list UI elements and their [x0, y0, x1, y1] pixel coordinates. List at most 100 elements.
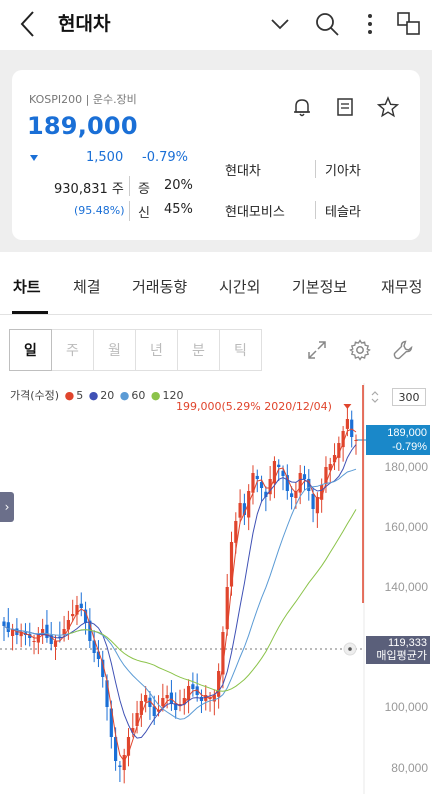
tab-chart[interactable]: 차트 — [13, 278, 41, 296]
candle — [75, 605, 79, 615]
credit-rate: 45% — [164, 202, 193, 217]
credit-label: 신 — [138, 206, 150, 221]
candle — [83, 609, 88, 623]
period-minute[interactable]: 분 — [177, 329, 220, 371]
candle — [354, 440, 358, 441]
candle — [92, 640, 96, 653]
candle — [320, 485, 324, 500]
candle — [229, 542, 234, 587]
related-stock-link[interactable]: 기아차 — [325, 164, 361, 179]
scroll-arrows-icon[interactable] — [370, 389, 380, 405]
candle — [41, 629, 45, 635]
tab-after-hours[interactable]: 시간외 — [219, 278, 261, 296]
more-vertical-icon[interactable] — [356, 10, 384, 38]
section-tabs: 차트 체결 거래동향 시간외 기본정보 재무정 — [0, 265, 432, 315]
average-price-label: 매입평균가 — [376, 650, 427, 662]
candle — [315, 497, 319, 514]
candle — [174, 703, 178, 710]
related-stock-link[interactable]: 테슬라 — [325, 205, 361, 220]
ma20-line — [3, 444, 357, 739]
candle — [45, 624, 49, 638]
divider — [129, 201, 130, 221]
period-week[interactable]: 주 — [51, 329, 94, 371]
candle — [251, 473, 255, 493]
candle — [234, 521, 238, 543]
candle — [242, 503, 246, 515]
legend-ma20: 20 — [100, 389, 115, 402]
current-price-tag: 189,000 -0.79% — [366, 425, 430, 455]
price-change: 1,500 — [86, 150, 124, 165]
legend-dot-ma20: ● — [88, 389, 99, 402]
stock-summary-card: KOSPI200 | 운수.장비 189,000 1,500 -0.79% 93… — [12, 70, 420, 240]
candle — [225, 587, 229, 630]
candle — [66, 620, 70, 630]
candle — [337, 443, 341, 458]
memo-icon[interactable] — [334, 96, 356, 118]
tab-trading-trend[interactable]: 거래동향 — [132, 278, 188, 296]
related-stock-link[interactable]: 현대모비스 — [225, 205, 285, 220]
bell-icon[interactable] — [291, 96, 313, 118]
candle — [169, 692, 174, 704]
candle — [131, 728, 135, 733]
wrench-icon[interactable] — [391, 338, 415, 362]
chevron-down-icon[interactable] — [266, 10, 294, 38]
legend-title: 가격(수정) — [10, 389, 60, 402]
candlestick-chart[interactable] — [0, 383, 432, 794]
candle — [148, 697, 152, 707]
tab-financials[interactable]: 재무정 — [381, 278, 423, 296]
candle — [290, 493, 294, 497]
average-price-value: 119,333 — [388, 637, 427, 649]
candle — [152, 706, 156, 716]
back-icon[interactable] — [14, 8, 42, 40]
legend-dot-ma60: ● — [119, 389, 130, 402]
legend-dot-ma120: ● — [150, 389, 161, 402]
candle — [328, 464, 332, 471]
candle — [332, 455, 337, 463]
down-arrow-icon — [30, 155, 38, 161]
tab-trades[interactable]: 체결 — [73, 278, 101, 296]
candle — [345, 419, 350, 429]
legend-dot-ma5: ● — [64, 389, 75, 402]
search-icon[interactable] — [313, 10, 341, 38]
price-chart[interactable] — [0, 383, 432, 794]
active-tab-indicator — [12, 311, 48, 314]
chart-legend: 가격(수정) ● 5 ● 20 ● 60 ● 120 — [10, 387, 186, 403]
candle — [114, 737, 118, 761]
star-icon[interactable] — [377, 96, 399, 118]
ma60-line — [3, 468, 357, 720]
period-year[interactable]: 년 — [135, 329, 178, 371]
y-axis-label: 100,000 — [384, 700, 428, 714]
side-panel-handle[interactable]: › — [0, 492, 14, 522]
candle — [144, 695, 148, 702]
expand-icon[interactable] — [305, 338, 329, 362]
divider — [315, 201, 316, 219]
candle — [101, 659, 105, 677]
margin-label: 증 — [138, 182, 150, 197]
period-tick[interactable]: 틱 — [219, 329, 262, 371]
period-selector: 일 주 월 년 분 틱 — [9, 329, 262, 371]
candle — [109, 708, 113, 737]
current-price-tag-value: 189,000 — [387, 427, 427, 439]
legend-ma5: 5 — [76, 389, 84, 402]
candle — [2, 621, 6, 626]
multi-window-icon[interactable] — [395, 10, 423, 38]
candle — [6, 622, 10, 632]
candle-count-box[interactable]: 300 — [392, 388, 426, 406]
period-day[interactable]: 일 — [9, 329, 52, 371]
candle — [53, 641, 58, 647]
candle — [217, 671, 221, 697]
candle — [62, 629, 66, 636]
current-price: 189,000 — [27, 112, 138, 140]
candle — [161, 698, 165, 707]
y-axis-label: 160,000 — [384, 520, 428, 534]
market-category: KOSPI200 | 운수.장비 — [29, 93, 137, 106]
related-stock-link[interactable]: 현대차 — [225, 164, 261, 179]
candle — [19, 632, 23, 637]
settings-icon[interactable] — [348, 338, 372, 362]
candle — [122, 755, 126, 771]
current-price-tag-pct: -0.79% — [392, 441, 427, 453]
period-month[interactable]: 월 — [93, 329, 136, 371]
candle — [10, 629, 15, 636]
candle — [311, 493, 315, 509]
tab-basic-info[interactable]: 기본정보 — [292, 278, 348, 296]
